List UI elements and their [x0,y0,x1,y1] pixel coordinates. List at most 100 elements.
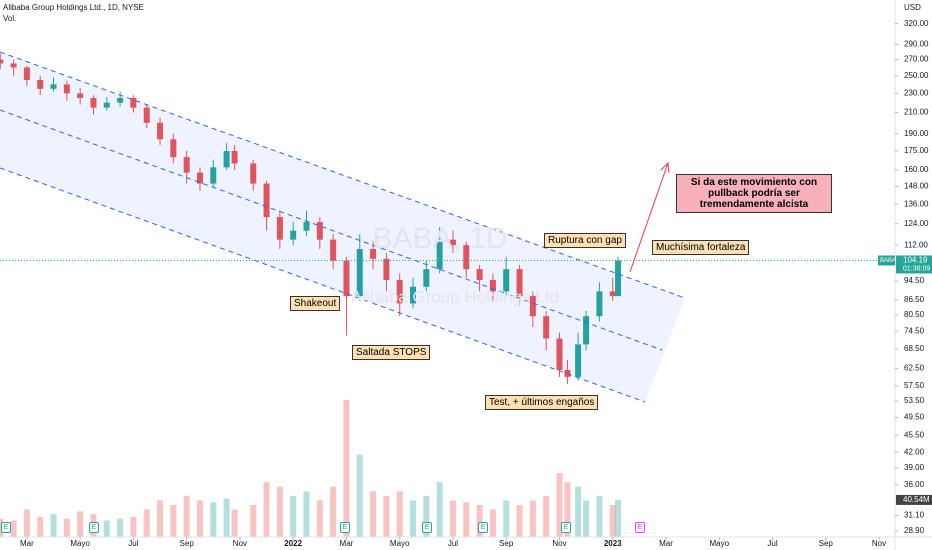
candle-body [117,98,124,103]
x-tick-label: Jul [448,539,458,548]
candle-body [356,249,363,297]
candle-body [449,239,456,246]
candle-body [157,122,164,140]
volume-bar [63,518,70,537]
volume-bar [303,491,310,537]
symbol-tag [878,255,895,266]
earnings-marker: E [89,522,99,533]
candle-body [556,338,563,371]
candle-body [23,67,30,81]
volume-bar [157,500,164,537]
channel-upper [0,51,686,299]
x-tick-label: Jul [767,539,777,548]
candle-body [463,245,470,270]
volume-bar [423,495,430,537]
candle-body [583,316,590,345]
y-tick-label: 53.50 [904,396,925,405]
y-tick-label: 148.00 [904,182,929,191]
volume-bar [503,500,510,537]
x-tick-label: Sep [499,539,514,548]
volume-bar [330,486,337,537]
x-tick-label: Mayo [390,539,410,548]
x-tick-label: 2022 [284,539,302,548]
y-tick-label: 210.00 [904,108,929,117]
y-tick-label: 39.00 [904,463,925,472]
y-tick-label: 112.00 [904,240,928,249]
y-tick-label: 62.50 [904,363,925,372]
annotation: Shakeout [290,296,341,311]
candle-body [303,222,310,231]
chart-title: Alibaba Group Holdings Ltd., 1D, NYSE [3,3,144,12]
y-tick-label: 136.00 [904,199,929,208]
arrow-line [629,162,669,273]
x-tick-label: Sep [819,539,834,548]
y-tick-label: 230.00 [904,88,929,97]
y-tick-label: 36.00 [904,480,925,489]
volume-bar [343,399,350,537]
candle-body [609,291,616,297]
y-tick-label: 94.50 [904,276,925,285]
y-tick-label: 86.50 [904,295,925,304]
candle-body [615,260,622,297]
y-tick-label: 290.00 [904,40,929,49]
x-tick-label: Mar [659,539,673,548]
channel-fill [0,52,685,402]
earnings-marker: E [561,522,571,533]
x-tick-label: Mar [340,539,354,548]
volume-title: Vol. [3,14,16,23]
y-tick-label: 190.00 [904,129,929,138]
candle-body [63,84,70,94]
volume-bar [50,514,57,537]
volume-bar [609,505,616,537]
candle-body [476,269,483,280]
x-tick-label: Nov [872,539,886,548]
volume-bar [210,502,217,537]
x-tick-label: Mar [20,539,34,548]
candle-body [223,151,230,168]
candle-body [489,279,496,292]
volume-bar [223,498,230,537]
price-tag [896,255,932,274]
candle-body [130,98,137,108]
x-tick-label: Mayo [70,539,90,548]
y-tick-label: 160.00 [904,165,929,174]
volume-bar [196,500,203,537]
volume-bar [263,482,270,537]
candle-body [103,102,110,108]
volume-tag [896,494,932,505]
x-tick-label: Mayo [709,539,729,548]
volume-bar [143,509,150,537]
volume-bar [103,520,110,537]
candle-body [0,59,4,64]
volume-bar [250,505,257,537]
volume-bar [575,486,582,537]
candle-body [183,157,190,173]
candle-body [231,151,238,164]
candle-body [423,269,430,287]
volume-label: 40.54M [903,495,930,504]
candle-body [370,249,377,259]
candle-body [575,344,582,377]
volume-bar [564,482,571,537]
candle-body [90,98,97,108]
watermark: BABA, 1D [372,222,507,255]
candle-body [290,230,297,240]
volume-bar [316,500,323,537]
countdown-label: 01:38:09 [903,265,930,272]
volume-bar [117,518,124,537]
candle-body [330,239,337,261]
candle-body [516,269,523,297]
earnings-marker: E [340,522,350,533]
y-tick-label: 31.10 [904,511,925,520]
x-tick-label: Jul [128,539,138,548]
x-tick-label: Nov [552,539,566,548]
volume-bar [276,486,283,537]
candle-body [196,172,203,184]
volume-bar [543,495,550,537]
candle-body [316,222,323,240]
volume-bar [583,500,590,537]
y-tick-label: 80.50 [904,310,925,319]
candle-body [37,80,44,89]
y-tick-label: 74.50 [904,326,925,335]
